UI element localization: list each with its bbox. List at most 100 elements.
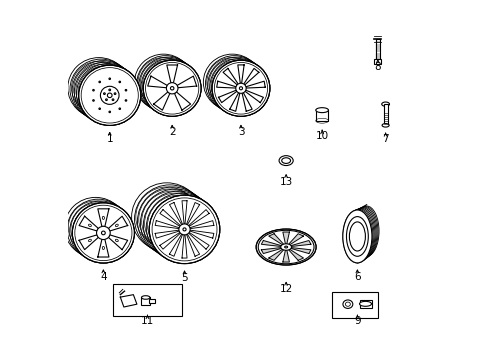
- Bar: [149, 299, 155, 303]
- Bar: [375, 39, 379, 60]
- Polygon shape: [174, 92, 190, 110]
- Ellipse shape: [112, 99, 114, 100]
- Text: 13: 13: [279, 177, 292, 187]
- Ellipse shape: [109, 111, 110, 113]
- Polygon shape: [160, 233, 180, 249]
- Polygon shape: [182, 235, 186, 258]
- Ellipse shape: [212, 60, 269, 116]
- Bar: [359, 300, 371, 308]
- Ellipse shape: [119, 81, 121, 83]
- Polygon shape: [288, 234, 303, 245]
- Ellipse shape: [256, 229, 315, 265]
- Ellipse shape: [125, 89, 126, 91]
- Ellipse shape: [381, 123, 388, 127]
- Polygon shape: [290, 240, 310, 247]
- Ellipse shape: [88, 239, 91, 242]
- Ellipse shape: [179, 224, 190, 235]
- Ellipse shape: [141, 296, 150, 299]
- Ellipse shape: [125, 100, 126, 101]
- Bar: [374, 59, 381, 64]
- Polygon shape: [282, 250, 289, 262]
- Ellipse shape: [235, 83, 245, 93]
- Ellipse shape: [100, 86, 119, 104]
- Polygon shape: [186, 234, 199, 256]
- Polygon shape: [218, 90, 236, 103]
- Polygon shape: [153, 92, 169, 110]
- Polygon shape: [188, 210, 209, 226]
- Ellipse shape: [72, 203, 134, 263]
- Polygon shape: [182, 201, 186, 224]
- Polygon shape: [79, 235, 98, 249]
- Text: 7: 7: [382, 134, 388, 144]
- Bar: [113, 284, 182, 316]
- Polygon shape: [189, 221, 213, 229]
- Polygon shape: [244, 68, 258, 85]
- Polygon shape: [290, 248, 310, 253]
- Polygon shape: [244, 90, 263, 103]
- Polygon shape: [186, 203, 199, 225]
- Ellipse shape: [115, 224, 118, 226]
- Polygon shape: [79, 216, 98, 231]
- Ellipse shape: [105, 99, 107, 100]
- Bar: [331, 292, 377, 318]
- Ellipse shape: [99, 108, 100, 109]
- Text: 9: 9: [353, 316, 360, 326]
- Ellipse shape: [143, 60, 201, 116]
- Polygon shape: [155, 221, 179, 229]
- Polygon shape: [261, 240, 281, 247]
- Polygon shape: [242, 93, 252, 111]
- Ellipse shape: [99, 81, 100, 83]
- Polygon shape: [268, 249, 283, 260]
- Polygon shape: [282, 232, 289, 244]
- Bar: [383, 104, 387, 125]
- Ellipse shape: [103, 93, 105, 94]
- Polygon shape: [98, 239, 109, 257]
- Polygon shape: [288, 249, 303, 260]
- Text: 5: 5: [181, 273, 187, 283]
- Ellipse shape: [342, 210, 371, 263]
- Ellipse shape: [93, 100, 94, 101]
- Ellipse shape: [102, 247, 104, 249]
- Text: 1: 1: [106, 134, 113, 144]
- Ellipse shape: [114, 93, 116, 94]
- Polygon shape: [188, 233, 209, 249]
- Ellipse shape: [88, 224, 91, 226]
- Ellipse shape: [166, 83, 178, 94]
- Text: 11: 11: [141, 316, 154, 326]
- Text: 2: 2: [168, 127, 175, 138]
- Polygon shape: [147, 76, 167, 88]
- Ellipse shape: [102, 216, 104, 219]
- Ellipse shape: [381, 102, 389, 106]
- Polygon shape: [108, 235, 127, 249]
- Polygon shape: [223, 68, 238, 85]
- Bar: [315, 110, 328, 121]
- Ellipse shape: [109, 89, 110, 91]
- Ellipse shape: [119, 108, 121, 109]
- Ellipse shape: [280, 244, 291, 250]
- Polygon shape: [245, 81, 264, 88]
- Text: 8: 8: [374, 62, 380, 72]
- Polygon shape: [229, 93, 239, 111]
- Polygon shape: [155, 230, 179, 238]
- Ellipse shape: [315, 108, 328, 113]
- Ellipse shape: [79, 65, 141, 125]
- Ellipse shape: [149, 195, 219, 264]
- Polygon shape: [169, 203, 182, 225]
- Polygon shape: [108, 216, 127, 231]
- Ellipse shape: [359, 301, 371, 306]
- Polygon shape: [261, 248, 281, 253]
- Ellipse shape: [96, 226, 110, 239]
- Ellipse shape: [107, 93, 112, 98]
- Text: 6: 6: [353, 272, 360, 282]
- Polygon shape: [160, 210, 180, 226]
- Polygon shape: [237, 65, 244, 83]
- Polygon shape: [189, 230, 213, 238]
- Polygon shape: [169, 234, 182, 256]
- Polygon shape: [268, 234, 283, 245]
- Polygon shape: [177, 76, 196, 88]
- Polygon shape: [98, 209, 109, 226]
- Bar: [141, 297, 150, 305]
- Polygon shape: [216, 81, 236, 88]
- Ellipse shape: [109, 78, 110, 80]
- Polygon shape: [120, 294, 137, 307]
